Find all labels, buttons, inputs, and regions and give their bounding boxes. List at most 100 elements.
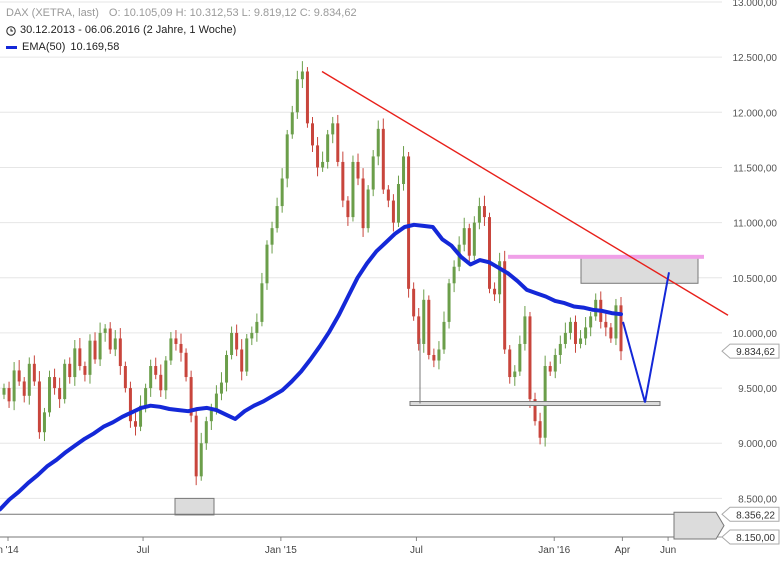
candle-body <box>53 377 57 389</box>
candle-body <box>108 328 112 350</box>
candle-body <box>584 327 588 339</box>
candle-body <box>427 299 431 355</box>
candle-body <box>123 366 127 389</box>
candle-body <box>447 283 451 322</box>
candle-body <box>538 421 542 438</box>
candle-body <box>396 184 400 223</box>
ema50-line <box>0 222 623 512</box>
legend-ema-row: EMA(50) 10.169,58 <box>6 39 357 56</box>
candle-body <box>498 261 502 295</box>
candle-body <box>412 288 416 317</box>
candle-body <box>250 332 254 339</box>
candle-body <box>22 381 26 396</box>
y-tick-label: 9.500,00 <box>738 384 777 395</box>
candle-body <box>103 328 107 333</box>
candle-body <box>240 349 244 372</box>
marker-tag-8150 <box>721 529 780 545</box>
candle-body <box>523 316 527 344</box>
candle-body <box>568 321 572 333</box>
marker-tag-8356 <box>721 506 780 522</box>
candle-body <box>604 321 608 328</box>
candle-body <box>341 161 345 201</box>
x-tick-label: Jul <box>410 545 423 556</box>
candle-body <box>371 156 375 190</box>
x-tick-label: Jul <box>137 545 150 556</box>
candle-body <box>113 338 117 350</box>
candle-body <box>42 412 46 433</box>
candle-body <box>154 366 158 375</box>
low-zone-box <box>174 497 215 516</box>
chart-legend: DAX (XETRA, last) O: 10.105,09 H: 10.312… <box>6 5 357 56</box>
candle-body <box>300 71 304 80</box>
ema-value: 10.169,58 <box>70 41 120 53</box>
candle-body <box>78 348 82 367</box>
candle-body <box>316 145 320 168</box>
candle-body <box>432 354 436 361</box>
candle-body <box>133 421 137 427</box>
projection-path <box>622 272 670 403</box>
x-tick-label: n '14 <box>0 545 19 556</box>
downtrend-line <box>321 70 729 316</box>
candle-body <box>194 415 198 477</box>
candle-body <box>290 112 294 135</box>
last-price-tag <box>721 343 780 359</box>
instrument-title: DAX (XETRA, last) <box>6 7 99 19</box>
candle-body <box>260 283 264 322</box>
candle-body <box>17 370 21 382</box>
candle-body <box>533 399 537 422</box>
candle-body <box>199 443 203 477</box>
x-tick-label: Apr <box>615 545 631 556</box>
candle-body <box>391 200 395 223</box>
y-tick-label: 10.500,00 <box>733 274 778 285</box>
candle-body <box>27 363 31 396</box>
candle-body <box>467 228 471 256</box>
candle-body <box>159 374 163 391</box>
candle-body <box>255 321 259 333</box>
ema-swatch-icon <box>6 46 17 49</box>
candle-body <box>594 299 598 317</box>
candle-body <box>235 332 239 350</box>
candle-body <box>98 332 102 360</box>
y-tick-label: 9.000,00 <box>738 439 777 450</box>
candle-body <box>311 123 314 146</box>
candle-body <box>68 363 72 378</box>
candle-body <box>503 261 507 350</box>
candle-body <box>83 366 87 375</box>
candle-body <box>482 206 486 218</box>
candle-body <box>619 305 623 352</box>
axis-zone-box <box>673 511 725 540</box>
resistance-zone <box>580 255 699 284</box>
clock-icon <box>6 25 16 36</box>
candle-body <box>189 377 193 416</box>
x-tick-label: Jan '15 <box>265 545 297 556</box>
candle-body <box>518 343 522 372</box>
candle-body <box>219 382 223 394</box>
candle-body <box>488 217 492 289</box>
candle-body <box>417 316 421 344</box>
candle-body <box>331 123 335 135</box>
candle-body <box>437 349 441 361</box>
candle-body <box>407 156 411 289</box>
candle-body <box>149 366 153 389</box>
candle-body <box>477 206 481 223</box>
candle-body <box>230 332 234 355</box>
date-range: 30.12.2013 - 06.06.2016 (2 Jahre, 1 Woch… <box>20 24 237 36</box>
candle-body <box>326 134 330 162</box>
candle-body <box>579 338 583 344</box>
candle-body <box>285 134 289 179</box>
y-tick-label: 10.000,00 <box>733 329 778 340</box>
candle-body <box>275 206 279 229</box>
candle-body <box>356 161 360 179</box>
y-tick-label: 12.000,00 <box>733 108 778 119</box>
candle-body <box>346 200 350 218</box>
candle-body <box>508 349 512 378</box>
candle-body <box>73 348 77 378</box>
candle-body <box>93 340 97 360</box>
candle-body <box>245 338 249 372</box>
candle-body <box>381 128 385 190</box>
y-tick-label: 13.000,00 <box>733 0 778 9</box>
candle-body <box>184 352 188 378</box>
candle-body <box>12 370 16 402</box>
candle-body <box>139 405 143 427</box>
